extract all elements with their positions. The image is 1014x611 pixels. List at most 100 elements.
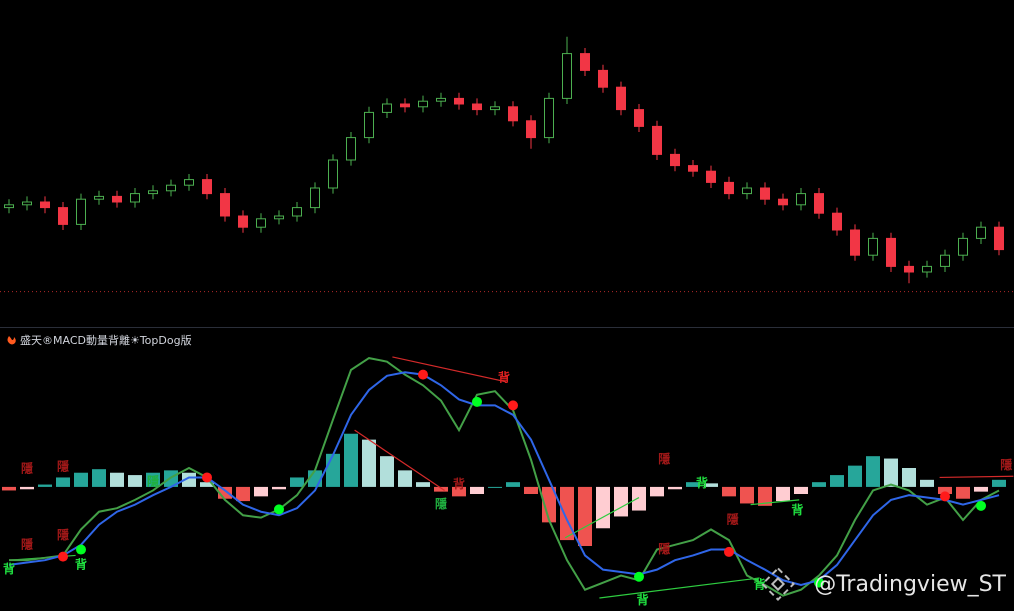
candle-body <box>994 226 1004 251</box>
candle-body <box>796 193 806 206</box>
divergence-line <box>354 429 445 491</box>
candle-body <box>148 190 158 195</box>
candle-body <box>490 106 500 111</box>
annotation: 背 <box>754 577 766 592</box>
candle-body <box>616 86 626 111</box>
candle-body <box>850 229 860 256</box>
histogram-bar <box>452 486 466 497</box>
histogram-bar <box>650 486 664 497</box>
histogram-bar <box>902 468 916 487</box>
annotation: 隱 <box>727 512 739 527</box>
candle-body <box>508 106 518 122</box>
annotation: 背 <box>791 502 803 517</box>
histogram-bar <box>362 439 376 487</box>
candle-body <box>112 195 122 203</box>
histogram-bar <box>128 475 142 487</box>
histogram-bar <box>560 486 574 541</box>
histogram-bar <box>686 482 700 487</box>
histogram-bar <box>596 486 610 529</box>
histogram-bar <box>938 486 952 494</box>
cross-marker <box>418 369 428 380</box>
histogram-bar <box>236 486 250 502</box>
annotation: 背 <box>75 556 87 571</box>
candle-body <box>778 198 788 206</box>
divergence-line <box>392 356 506 383</box>
candle-body <box>166 184 176 192</box>
histogram-bar <box>758 486 772 506</box>
histogram-bar <box>506 482 520 487</box>
candle-body <box>400 103 410 108</box>
candle-body <box>886 237 896 267</box>
histogram-bar <box>56 477 70 487</box>
candle-body <box>904 265 914 273</box>
candle-body <box>652 125 662 155</box>
candle-body <box>238 215 248 228</box>
macd-line <box>9 357 1000 597</box>
candle-body <box>40 201 50 209</box>
candle-body <box>436 97 446 102</box>
histogram-bar <box>614 486 628 517</box>
candle-body <box>274 215 284 220</box>
histogram-bar <box>416 482 430 487</box>
cross-marker <box>58 551 68 562</box>
histogram-bar <box>146 472 160 487</box>
annotation: 隱 <box>1000 457 1012 472</box>
histogram-bar <box>956 486 970 499</box>
candle-body <box>814 193 824 214</box>
candle-body <box>94 195 104 200</box>
candle-body <box>742 187 752 195</box>
candle-body <box>922 265 932 273</box>
histogram-bar <box>830 475 844 487</box>
histogram-bar <box>344 433 358 487</box>
candle-body <box>976 226 986 239</box>
histogram-bar <box>254 486 268 497</box>
candle-body <box>724 181 734 195</box>
indicator-title: 盛天®MACD動量背離☀TopDog版 <box>20 333 192 347</box>
histogram-bar <box>434 486 448 492</box>
candle-body <box>868 237 878 256</box>
candle-body <box>364 111 374 139</box>
candle-body <box>760 187 770 200</box>
indicator-legend: 盛天®MACD動量背離☀TopDog版 <box>7 333 192 347</box>
histogram-bar <box>920 479 934 487</box>
histogram-bar <box>812 482 826 487</box>
candle-body <box>220 193 230 217</box>
candle-body <box>472 103 482 111</box>
candle-body <box>310 187 320 209</box>
histogram-bar <box>632 486 646 511</box>
histogram-bar <box>92 469 106 487</box>
candle-body <box>202 179 212 195</box>
candle-body <box>688 165 698 172</box>
histogram-bar <box>2 486 16 491</box>
cross-marker <box>814 577 824 588</box>
candle-body <box>454 97 464 105</box>
cross-marker <box>634 571 644 582</box>
histogram-bar <box>398 470 412 487</box>
histogram-bar <box>272 486 286 490</box>
histogram-bar <box>218 486 232 499</box>
cross-marker <box>724 546 734 557</box>
histogram-bar <box>704 483 718 487</box>
cross-marker <box>940 491 950 502</box>
macd-line <box>8 371 1000 587</box>
annotation: 隱 <box>658 541 670 556</box>
annotation: 隱 <box>57 458 69 473</box>
histogram-bar <box>74 472 88 487</box>
divergence-line <box>564 497 640 539</box>
histogram-bar <box>290 477 304 487</box>
histogram-bar <box>470 486 484 494</box>
annotation: 隱 <box>21 461 33 476</box>
flame-icon <box>7 336 16 345</box>
histogram-bar <box>668 486 682 490</box>
candle-body <box>382 103 392 113</box>
divergence-line <box>939 475 1014 479</box>
histogram-bar <box>974 486 988 492</box>
annotation: 隱 <box>147 474 159 489</box>
candle-body <box>130 193 140 203</box>
candle-body <box>670 153 680 167</box>
histogram-bar <box>38 484 52 487</box>
candle-body <box>940 254 950 267</box>
